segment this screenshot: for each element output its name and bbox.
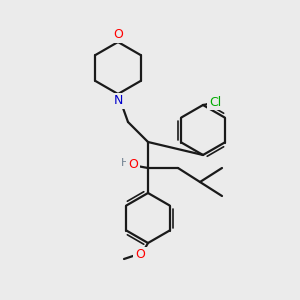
Text: N: N (113, 94, 123, 107)
Text: H: H (121, 158, 129, 168)
Text: O: O (128, 158, 138, 172)
Text: O: O (135, 248, 145, 262)
Text: O: O (113, 28, 123, 41)
Text: Cl: Cl (209, 95, 221, 109)
